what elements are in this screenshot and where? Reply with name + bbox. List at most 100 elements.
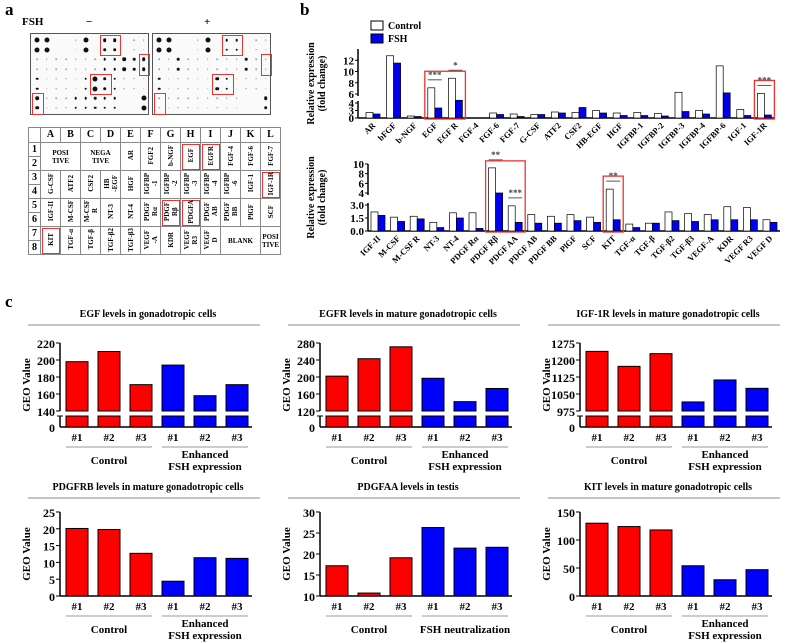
bar-fsh — [671, 220, 680, 232]
column-header: A — [40, 127, 61, 143]
significance-stars: * — [453, 60, 458, 70]
blot-dot — [65, 97, 67, 99]
blot-dot — [103, 58, 107, 61]
bar-control — [757, 93, 765, 119]
blot-dot — [92, 86, 98, 91]
sample-label: #2 — [200, 432, 212, 444]
bar-fsh — [619, 115, 628, 119]
blot-dot — [36, 58, 38, 61]
blot-dot — [94, 68, 96, 70]
array-cell: TGF-β2 — [100, 226, 121, 255]
sample-label: #2 — [720, 432, 732, 444]
category-label: FGF-4 — [456, 120, 481, 145]
bar-fsh — [537, 114, 546, 119]
bar-control — [488, 167, 496, 232]
sample-label: #1 — [332, 601, 343, 613]
blot-dot — [158, 97, 160, 99]
y-axis-label: GEO Value — [21, 358, 33, 412]
array-cell: IGFBP -4 — [200, 170, 221, 199]
y-tick-label: 0 — [49, 590, 55, 604]
bar-sample-base — [681, 415, 705, 428]
blot-dot — [235, 58, 238, 61]
blot-dot — [92, 76, 98, 82]
blot-dot — [167, 78, 170, 80]
sample-label: #2 — [364, 601, 376, 613]
row-number: 8 — [28, 240, 41, 255]
highlight-box — [260, 54, 273, 76]
bar-sample-base — [325, 415, 349, 428]
bar-fsh — [573, 220, 582, 232]
highlight-box — [602, 175, 624, 233]
sample-label: #1 — [168, 601, 179, 613]
sample-label: #1 — [688, 601, 699, 613]
bar-sample — [325, 565, 349, 597]
bar-control — [530, 114, 539, 119]
y-axis-label: Relative expression — [306, 42, 317, 125]
bar-sample — [681, 401, 705, 412]
blot-dot — [255, 58, 257, 61]
array-cell: POSI TIVE — [260, 226, 281, 255]
chart-title: PDGFRB levels in mature gonadotropic cel… — [52, 482, 243, 493]
bar-fsh — [722, 92, 731, 119]
bar-control — [605, 188, 614, 232]
column-header: D — [100, 127, 121, 143]
y-tick-label: 10 — [353, 159, 365, 171]
column-header: J — [220, 127, 241, 143]
blot-dot — [255, 39, 257, 41]
array-cell: POSI TIVE — [40, 142, 81, 171]
bar-sample — [713, 579, 737, 597]
bar-sample — [97, 351, 121, 412]
bar-fsh — [377, 215, 386, 232]
blot-dot — [44, 47, 50, 53]
blot-dot — [226, 97, 228, 99]
blot-dot — [55, 58, 58, 61]
bar-control — [551, 111, 559, 119]
row-number: 7 — [28, 226, 41, 241]
blot-dot — [197, 78, 199, 80]
y-tick-label: 1275 — [551, 337, 575, 351]
y-tick-label: 20 — [303, 548, 315, 562]
array-cell: IGF-1 — [240, 170, 261, 199]
blot-dot — [65, 58, 67, 61]
array-cell: IGFBP -3 — [180, 170, 201, 199]
bar-sample-base — [713, 415, 737, 428]
y-tick-label: 8 — [349, 78, 355, 90]
blot-dot — [55, 107, 58, 109]
blot-dot — [142, 39, 145, 41]
array-cell: HGF — [120, 170, 141, 199]
highlight-box — [212, 73, 234, 96]
group-label: FSH expression — [688, 461, 761, 473]
significance-stars: *** — [508, 188, 522, 198]
bar-sample — [585, 350, 609, 412]
blot-dot — [75, 58, 77, 61]
blot-dot — [55, 97, 58, 99]
array-cell: PlGF — [240, 198, 261, 227]
array-cell: TGF-α — [60, 226, 81, 255]
bar-control — [386, 55, 394, 119]
sample-label: #3 — [752, 432, 764, 444]
bar-sample-base — [617, 415, 641, 428]
blot-dot — [34, 47, 40, 53]
blot-dot — [245, 78, 248, 80]
blot-dot — [255, 68, 257, 70]
bar-sample-base — [421, 415, 445, 428]
column-header: L — [260, 127, 281, 143]
category-label: EGF R — [435, 120, 461, 146]
array-cell-label: TGF-β — [86, 229, 95, 250]
sample-label: #3 — [492, 432, 504, 444]
bar-fsh — [599, 112, 607, 119]
blot-dot — [113, 106, 116, 110]
blot-dot — [264, 87, 267, 90]
blot-dot — [177, 58, 180, 61]
bar-fsh — [750, 219, 758, 232]
fsh-label: FSH — [22, 16, 44, 28]
sample-label: #3 — [396, 601, 408, 613]
blot-dot — [55, 78, 58, 80]
array-cell-label: PDGFA — [186, 199, 195, 224]
blot-dot — [74, 96, 78, 100]
array-cell-label: POSI TIVE — [261, 232, 280, 249]
bar-control — [586, 216, 594, 232]
blot-dot — [225, 48, 229, 51]
array-cell-label: G-CSF — [46, 173, 55, 194]
